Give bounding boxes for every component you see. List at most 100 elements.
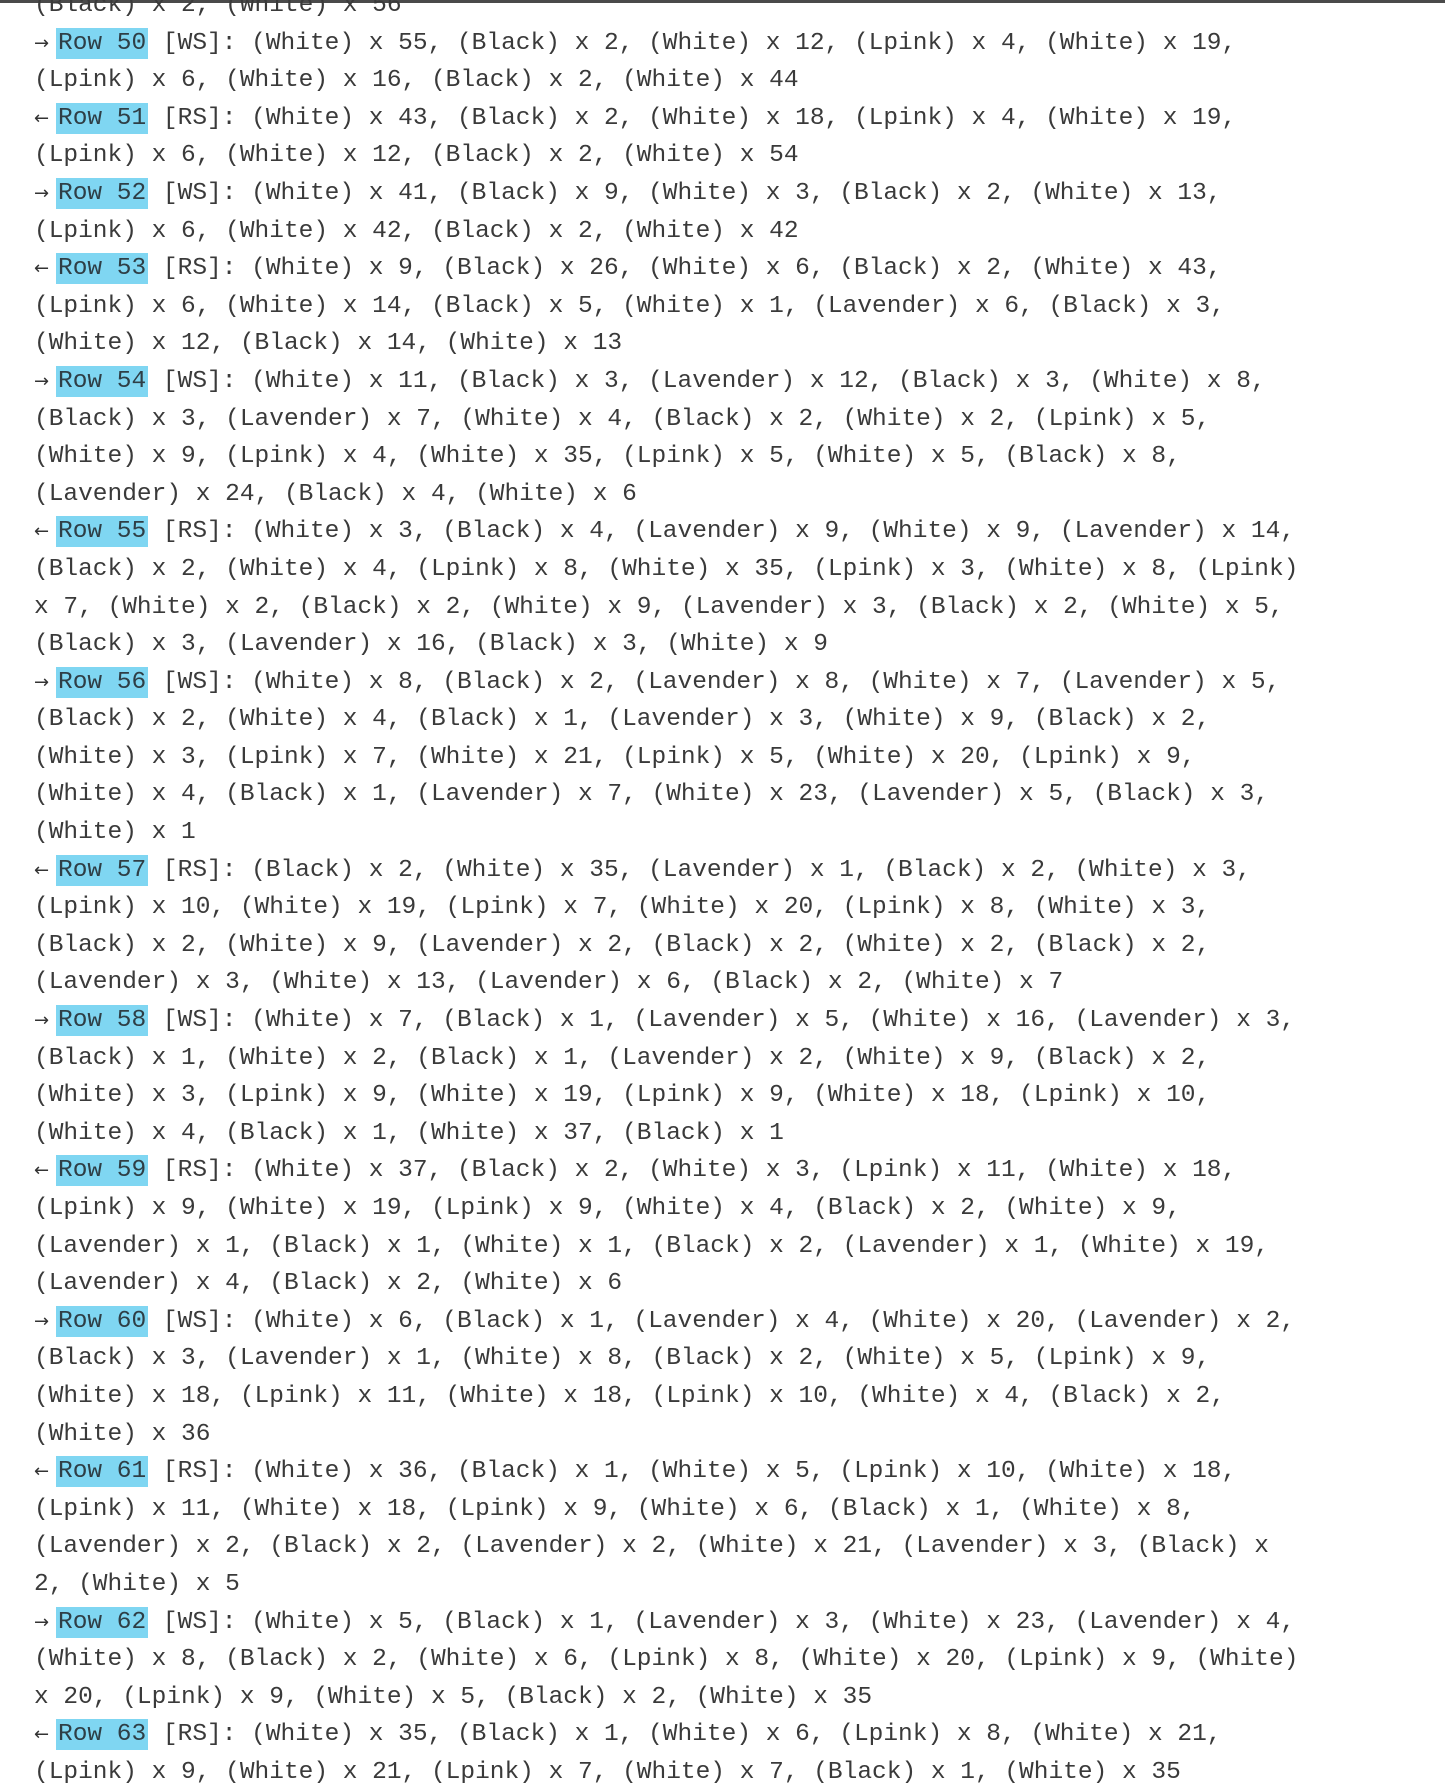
- stitch-sequence: x 20, (Lpink) x 9, (White) x 5, (Black) …: [34, 1683, 873, 1711]
- stitch-sequence: (White) x 1: [34, 819, 196, 847]
- arrow-right-icon: →: [34, 1611, 50, 1633]
- instruction-line: → Row 58 [WS]: (White) x 7, (Black) x 1, …: [34, 1002, 1434, 1040]
- arrow-right-icon: →: [34, 370, 50, 392]
- stitch-sequence: (White) x 18, (Lpink) x 11, (White) x 18…: [34, 1382, 1225, 1410]
- instruction-line: (Black) x 1, (White) x 2, (Black) x 1, (…: [34, 1040, 1434, 1078]
- instruction-line: (White) x 8, (Black) x 2, (White) x 6, (…: [34, 1641, 1434, 1679]
- instruction-line: x 20, (Lpink) x 9, (White) x 5, (Black) …: [34, 1679, 1434, 1717]
- arrow-right-icon: →: [34, 1010, 50, 1032]
- row-side: [WS]:: [162, 179, 237, 207]
- stitch-sequence: (White) x 55, (Black) x 2, (White) x 12,…: [251, 29, 1237, 57]
- stitch-sequence: (White) x 43, (Black) x 2, (White) x 18,…: [251, 104, 1237, 132]
- stitch-sequence: (White) x 7, (Black) x 1, (Lavender) x 5…: [251, 1007, 1296, 1035]
- row-side: [RS]:: [162, 1157, 237, 1185]
- arrow-right-icon: →: [34, 182, 50, 204]
- instruction-line: (Black) x 3, (Lavender) x 7, (White) x 4…: [34, 401, 1434, 439]
- stitch-sequence: (Black) x 2, (White) x 4, (Black) x 1, (…: [34, 706, 1211, 734]
- stitch-sequence: (Black) x 1, (White) x 2, (Black) x 1, (…: [34, 1044, 1211, 1072]
- stitch-sequence: (Lavender) x 24, (Black) x 4, (White) x …: [34, 480, 637, 508]
- instruction-line: (White) x 3, (Lpink) x 7, (White) x 21, …: [34, 739, 1434, 777]
- row-label: Row 58: [56, 1005, 149, 1037]
- row-label: Row 52: [56, 177, 149, 209]
- row-instruction: ← Row 55 [RS]: (White) x 3, (Black) x 4, …: [34, 513, 1434, 663]
- row-instruction: → Row 62 [WS]: (White) x 5, (Black) x 1, …: [34, 1604, 1434, 1717]
- stitch-sequence: (White) x 37, (Black) x 2, (White) x 3, …: [251, 1157, 1237, 1185]
- row-instruction: → Row 50 [WS]: (White) x 55, (Black) x 2,…: [34, 25, 1434, 100]
- stitch-sequence: (White) x 8, (Black) x 2, (Lavender) x 8…: [251, 668, 1281, 696]
- row-label: Row 51: [56, 102, 149, 134]
- instruction-line: (Black) x 3, (Lavender) x 16, (Black) x …: [34, 626, 1434, 664]
- row-side: [RS]:: [162, 255, 237, 283]
- row-side: [WS]:: [162, 1608, 237, 1636]
- arrow-right-icon: →: [34, 1310, 50, 1332]
- row-label: Row 59: [56, 1155, 149, 1187]
- row-instruction: → Row 56 [WS]: (White) x 8, (Black) x 2, …: [34, 664, 1434, 852]
- stitch-sequence: (White) x 3, (Lpink) x 9, (White) x 19, …: [34, 1082, 1211, 1110]
- stitch-sequence: (Black) x 2, (White) x 9, (Lavender) x 2…: [34, 931, 1211, 959]
- row-label: Row 55: [56, 516, 149, 548]
- row-side: [RS]:: [162, 104, 237, 132]
- instruction-line: 2, (White) x 5: [34, 1566, 1434, 1604]
- instruction-line: (Lpink) x 6, (White) x 16, (Black) x 2, …: [34, 62, 1434, 100]
- instruction-line: (Lavender) x 2, (Black) x 2, (Lavender) …: [34, 1528, 1434, 1566]
- instruction-line: (Lpink) x 9, (White) x 19, (Lpink) x 9, …: [34, 1190, 1434, 1228]
- instruction-line: (Lavender) x 1, (Black) x 1, (White) x 1…: [34, 1228, 1434, 1266]
- instruction-line: ← Row 53 [RS]: (White) x 9, (Black) x 26,…: [34, 250, 1434, 288]
- row-instruction: ← Row 63 [RS]: (White) x 35, (Black) x 1,…: [34, 1716, 1434, 1791]
- instruction-line: (White) x 9, (Lpink) x 4, (White) x 35, …: [34, 438, 1434, 476]
- stitch-sequence: (Lpink) x 6, (White) x 12, (Black) x 2, …: [34, 142, 799, 170]
- stitch-sequence: (White) x 36, (Black) x 1, (White) x 5, …: [251, 1458, 1237, 1486]
- arrow-left-icon: ←: [34, 1160, 50, 1182]
- row-label: Row 53: [56, 253, 149, 285]
- row-side: [RS]:: [162, 856, 237, 884]
- instruction-line: (Lpink) x 10, (White) x 19, (Lpink) x 7,…: [34, 889, 1434, 927]
- arrow-right-icon: →: [34, 32, 50, 54]
- stitch-sequence: (White) x 3, (Lpink) x 7, (White) x 21, …: [34, 743, 1196, 771]
- row-instruction: → Row 54 [WS]: (White) x 11, (Black) x 3,…: [34, 363, 1434, 513]
- arrow-left-icon: ←: [34, 859, 50, 881]
- instruction-line: ← Row 59 [RS]: (White) x 37, (Black) x 2,…: [34, 1152, 1434, 1190]
- stitch-sequence: (White) x 5, (Black) x 1, (Lavender) x 3…: [251, 1608, 1296, 1636]
- stitch-sequence: (White) x 9, (Lpink) x 4, (White) x 35, …: [34, 443, 1181, 471]
- instruction-line: → Row 56 [WS]: (White) x 8, (Black) x 2, …: [34, 664, 1434, 702]
- instruction-line: (White) x 12, (Black) x 14, (White) x 13: [34, 325, 1434, 363]
- stitch-sequence: (Lavender) x 1, (Black) x 1, (White) x 1…: [34, 1232, 1270, 1260]
- row-side: [RS]:: [162, 1721, 237, 1749]
- instruction-line: → Row 50 [WS]: (White) x 55, (Black) x 2,…: [34, 25, 1434, 63]
- arrow-left-icon: ←: [34, 107, 50, 129]
- arrow-left-icon: ←: [34, 521, 50, 543]
- stitch-sequence: (White) x 41, (Black) x 9, (White) x 3, …: [251, 179, 1222, 207]
- row-side: [WS]:: [162, 1307, 237, 1335]
- stitch-sequence: (Lavender) x 3, (White) x 13, (Lavender)…: [34, 969, 1064, 997]
- instruction-line: (Lavender) x 4, (Black) x 2, (White) x 6: [34, 1265, 1434, 1303]
- row-label: Row 61: [56, 1456, 149, 1488]
- instruction-line: (Black) x 2, (White) x 9, (Lavender) x 2…: [34, 927, 1434, 965]
- stitch-sequence: (White) x 3, (Black) x 4, (Lavender) x 9…: [251, 518, 1296, 546]
- row-side: [WS]:: [162, 29, 237, 57]
- stitch-sequence: (Black) x 2, (White) x 4, (Lpink) x 8, (…: [34, 555, 1299, 583]
- instruction-line: (Lpink) x 9, (White) x 21, (Lpink) x 7, …: [34, 1754, 1434, 1792]
- instruction-line: (Lpink) x 6, (White) x 14, (Black) x 5, …: [34, 288, 1434, 326]
- stitch-sequence: (Lpink) x 11, (White) x 18, (Lpink) x 9,…: [34, 1495, 1196, 1523]
- instruction-line: (White) x 18, (Lpink) x 11, (White) x 18…: [34, 1378, 1434, 1416]
- instruction-line: → Row 60 [WS]: (White) x 6, (Black) x 1, …: [34, 1303, 1434, 1341]
- row-label: Row 60: [56, 1305, 149, 1337]
- row-instruction: ← Row 59 [RS]: (White) x 37, (Black) x 2,…: [34, 1152, 1434, 1302]
- stitch-sequence: (Lpink) x 6, (White) x 14, (Black) x 5, …: [34, 292, 1225, 320]
- row-instruction: ← Row 51 [RS]: (White) x 43, (Black) x 2,…: [34, 100, 1434, 175]
- instruction-line: ← Row 55 [RS]: (White) x 3, (Black) x 4, …: [34, 513, 1434, 551]
- instruction-line: → Row 52 [WS]: (White) x 41, (Black) x 9,…: [34, 175, 1434, 213]
- arrow-right-icon: →: [34, 671, 50, 693]
- row-label: Row 54: [56, 365, 149, 397]
- instruction-line: ← Row 51 [RS]: (White) x 43, (Black) x 2,…: [34, 100, 1434, 138]
- instruction-line: (White) x 36: [34, 1416, 1434, 1454]
- stitch-sequence: (Lpink) x 9, (White) x 19, (Lpink) x 9, …: [34, 1195, 1181, 1222]
- row-instruction: ← Row 61 [RS]: (White) x 36, (Black) x 1,…: [34, 1453, 1434, 1603]
- instruction-line: → Row 54 [WS]: (White) x 11, (Black) x 3,…: [34, 363, 1434, 401]
- stitch-sequence: (Lpink) x 6, (White) x 42, (Black) x 2, …: [34, 217, 799, 245]
- row-side: [WS]:: [162, 668, 237, 696]
- top-border: [0, 0, 1445, 3]
- stitch-sequence: x 7, (White) x 2, (Black) x 2, (White) x…: [34, 593, 1284, 621]
- instruction-line: (Black) x 2, (White) x 4, (Black) x 1, (…: [34, 701, 1434, 739]
- instruction-line: (Lavender) x 3, (White) x 13, (Lavender)…: [34, 964, 1434, 1002]
